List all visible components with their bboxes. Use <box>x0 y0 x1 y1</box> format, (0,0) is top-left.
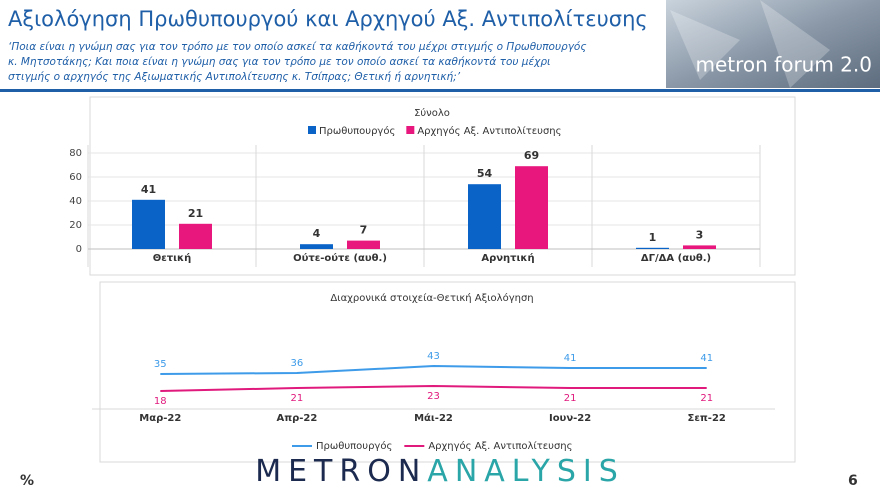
data-label: 35 <box>154 359 167 370</box>
x-tick-label: Αρνητική <box>481 252 534 264</box>
bar <box>132 199 165 249</box>
x-tick-label: Ούτε-ούτε (αυθ.) <box>293 252 387 264</box>
bar <box>683 245 716 249</box>
legend-label: Πρωθυπουργός <box>319 125 395 137</box>
x-tick-label: Μαρ-22 <box>139 413 181 424</box>
data-label: 69 <box>524 149 539 162</box>
y-tick-label: 0 <box>76 244 82 255</box>
legend-label: Αρχηγός Αξ. Αντιπολίτευσης <box>417 125 561 137</box>
x-tick-label: Θετική <box>153 252 192 264</box>
data-label: 36 <box>291 358 304 369</box>
data-label: 3 <box>696 228 704 241</box>
data-label: 1 <box>649 231 657 244</box>
legend-swatch <box>406 126 415 134</box>
y-tick-label: 80 <box>69 148 82 159</box>
data-label: 23 <box>427 391 440 402</box>
x-tick-label: ΔΓ/ΔΑ (αυθ.) <box>641 253 711 264</box>
logo-decoration <box>670 0 830 88</box>
y-tick-label: 60 <box>69 172 82 183</box>
brand: METRONANALYSIS <box>255 454 625 489</box>
bar <box>636 247 669 249</box>
bar <box>300 244 333 249</box>
chart-title: Διαχρονικά στοιχεία-Θετική Αξιολόγηση <box>330 292 533 304</box>
subtitle: ‘Ποια είναι η γνώμη σας για τον τρόπο με… <box>8 41 587 53</box>
page-number: 6 <box>848 473 858 489</box>
data-label: 41 <box>564 353 577 364</box>
data-label: 21 <box>291 393 304 404</box>
x-tick-label: Σεπ-22 <box>688 413 726 424</box>
y-tick-label: 20 <box>69 220 82 231</box>
slide-title: Αξιολόγηση Πρωθυπουργού και Αρχηγού Αξ. … <box>8 7 648 31</box>
bar <box>179 223 212 249</box>
legend-label: Αρχηγός Αξ. Αντιπολίτευσης <box>428 440 572 452</box>
x-tick-label: Μάι-22 <box>414 412 453 424</box>
data-label: 21 <box>700 393 713 404</box>
data-label: 54 <box>477 167 493 180</box>
line <box>160 384 707 392</box>
chart-title: Σύνολο <box>414 107 450 119</box>
data-label: 21 <box>188 207 203 220</box>
header-rule <box>0 89 880 92</box>
data-label: 4 <box>313 227 321 240</box>
legend-swatch <box>308 126 316 134</box>
data-label: 43 <box>427 351 440 362</box>
data-label: 18 <box>154 396 167 407</box>
data-label: 7 <box>360 224 368 237</box>
legend-label: Πρωθυπουργός <box>316 440 392 452</box>
bar <box>515 166 548 249</box>
data-label: 21 <box>564 393 577 404</box>
data-label: 41 <box>700 353 713 364</box>
line <box>160 364 707 375</box>
subtitle: κ. Μητσοτάκης; Και ποια είναι η γνώμη σα… <box>8 56 551 68</box>
data-label: 41 <box>141 183 156 196</box>
unit-label: % <box>20 473 34 489</box>
brand-part: METRON <box>255 454 427 489</box>
y-tick-label: 40 <box>69 196 82 207</box>
logo-image <box>666 0 880 88</box>
bar <box>347 240 380 249</box>
bar <box>468 184 501 249</box>
x-tick-label: Ιουν-22 <box>549 413 591 424</box>
logo-text: metron forum 2.0 <box>695 53 872 77</box>
x-tick-label: Απρ-22 <box>276 413 317 424</box>
chart-frame <box>99 281 796 463</box>
subtitle: στιγμής ο αρχηγός της Αξιωματικής Αντιπο… <box>8 71 461 83</box>
brand-part: ANALYSIS <box>427 454 624 489</box>
